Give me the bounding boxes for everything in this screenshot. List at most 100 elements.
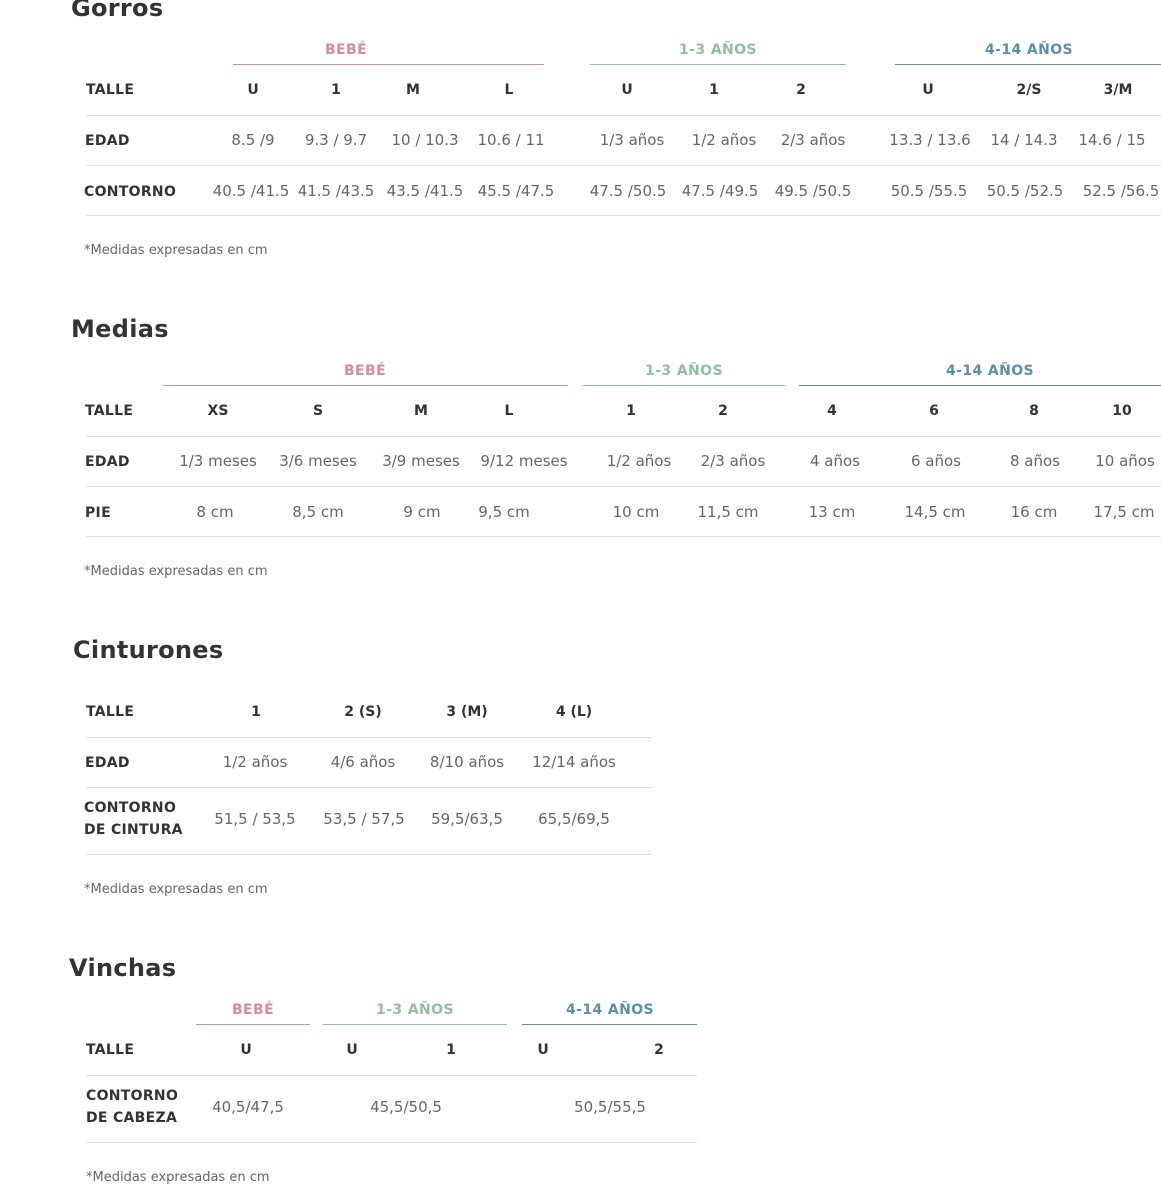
medias-talle-cell: 1 (626, 403, 636, 419)
vinchas-group-1-3: 1-3 AÑOS (376, 1002, 454, 1018)
medias-row-label-pie: PIE (85, 505, 111, 521)
cinturones-title: Cinturones (73, 636, 224, 664)
medias-pie-cell: 16 cm (1010, 503, 1058, 521)
medias-edad-cell: 1/3 meses (179, 452, 257, 470)
gorros-edad-cell: 10 / 10.3 (391, 131, 459, 149)
cinturones-edad-cell: 4/6 años (330, 753, 396, 771)
medias-edad-cell: 8 años (1009, 452, 1061, 470)
gorros-note: *Medidas expresadas en cm (84, 243, 268, 258)
gorros-talle-cell: U (922, 82, 934, 98)
medias-talle-cell: 4 (827, 403, 837, 419)
medias-edad-cell: 1/2 años (606, 452, 672, 470)
medias-group-bebe: BEBÉ (343, 363, 387, 379)
medias-edad-cell: 3/6 meses (279, 452, 357, 470)
gorros-divider (86, 115, 1161, 116)
medias-edad-cell: 6 años (910, 452, 962, 470)
cinturones-edad-cell: 8/10 años (429, 753, 505, 771)
gorros-edad-cell: 14 / 14.3 (990, 131, 1058, 149)
gorros-edad-cell: 1/3 años (599, 131, 665, 149)
medias-pie-cell: 8 cm (196, 503, 234, 521)
medias-talle-cell: 2 (718, 403, 728, 419)
vinchas-group-bebe-line (196, 1024, 310, 1025)
vinchas-note: *Medidas expresadas en cm (86, 1170, 270, 1185)
vinchas-row-label-de-cabeza: DE CABEZA (86, 1110, 178, 1126)
medias-title: Medias (71, 315, 169, 343)
gorros-group-4-14-line (895, 64, 1161, 65)
medias-group-1-3: 1-3 AÑOS (645, 363, 723, 379)
gorros-talle-cell: 2 (796, 82, 806, 98)
gorros-group-bebe: BEBÉ (324, 42, 368, 58)
vinchas-talle-cell: 1 (446, 1042, 456, 1058)
cinturones-talle-cell: 4 (L) (555, 704, 593, 720)
vinchas-contorno-cell: 45,5/50,5 (370, 1098, 442, 1116)
cinturones-edad-cell: 1/2 años (222, 753, 288, 771)
medias-note: *Medidas expresadas en cm (84, 564, 268, 579)
vinchas-divider (86, 1142, 697, 1143)
cinturones-contorno-cell: 65,5/69,5 (538, 810, 610, 828)
gorros-contorno-cell: 49.5 /50.5 (774, 182, 852, 200)
gorros-group-1-3-line (590, 64, 846, 65)
gorros-edad-cell: 1/2 años (691, 131, 757, 149)
medias-talle-cell: 6 (929, 403, 939, 419)
gorros-edad-cell: 8.5 /9 (231, 131, 275, 149)
gorros-edad-cell: 2/3 años (780, 131, 846, 149)
vinchas-contorno-cell: 50,5/55,5 (574, 1098, 646, 1116)
gorros-talle-cell: M (406, 82, 420, 98)
medias-pie-cell: 9,5 cm (478, 503, 530, 521)
cinturones-contorno-cell: 51,5 / 53,5 (214, 810, 296, 828)
cinturones-talle-cell: 1 (251, 704, 261, 720)
vinchas-group-4-14: 4-14 AÑOS (565, 1002, 655, 1018)
vinchas-talle-cell: U (537, 1042, 549, 1058)
vinchas-title: Vinchas (69, 954, 177, 982)
medias-talle-cell: 8 (1029, 403, 1039, 419)
medias-row-label-edad: EDAD (85, 454, 130, 470)
medias-pie-cell: 9 cm (403, 503, 441, 521)
gorros-contorno-cell: 43.5 /41.5 (386, 182, 464, 200)
gorros-edad-cell: 9.3 / 9.7 (304, 131, 368, 149)
gorros-row-label-contorno: CONTORNO (84, 184, 177, 200)
gorros-edad-cell: 10.6 / 11 (477, 131, 545, 149)
gorros-row-label-edad: EDAD (85, 133, 130, 149)
cinturones-row-label-talle: TALLE (86, 704, 135, 720)
medias-group-4-14: 4-14 AÑOS (945, 363, 1035, 379)
gorros-contorno-cell: 47.5 /49.5 (681, 182, 759, 200)
vinchas-talle-cell: U (240, 1042, 252, 1058)
gorros-group-bebe-line (233, 64, 544, 65)
gorros-contorno-cell: 45.5 /47.5 (477, 182, 555, 200)
cinturones-contorno-cell: 59,5/63,5 (431, 810, 503, 828)
vinchas-divider (86, 1075, 697, 1076)
cinturones-row-label-de-cintura: DE CINTURA (84, 822, 183, 838)
medias-divider (86, 486, 1161, 487)
gorros-talle-cell: U (247, 82, 259, 98)
gorros-edad-cell: 13.3 / 13.6 (889, 131, 971, 149)
medias-edad-cell: 3/9 meses (382, 452, 460, 470)
medias-talle-cell: M (414, 403, 428, 419)
vinchas-row-label-talle: TALLE (86, 1042, 135, 1058)
medias-group-4-14-line (799, 385, 1161, 386)
medias-pie-cell: 10 cm (612, 503, 660, 521)
medias-divider (86, 436, 1161, 437)
medias-pie-cell: 11,5 cm (697, 503, 759, 521)
gorros-contorno-cell: 52.5 /56.5 (1082, 182, 1160, 200)
medias-pie-cell: 14,5 cm (904, 503, 966, 521)
gorros-talle-cell: 1 (709, 82, 719, 98)
gorros-divider (86, 165, 1161, 166)
cinturones-divider (86, 787, 652, 788)
cinturones-row-label-edad: EDAD (85, 755, 130, 771)
cinturones-contorno-cell: 53,5 / 57,5 (323, 810, 405, 828)
medias-talle-cell: S (312, 403, 324, 419)
medias-pie-cell: 17,5 cm (1093, 503, 1155, 521)
medias-group-bebe-line (163, 385, 568, 386)
gorros-talle-cell: 2/S (1016, 82, 1042, 98)
gorros-contorno-cell: 50.5 /52.5 (986, 182, 1064, 200)
medias-talle-cell: L (504, 403, 514, 419)
gorros-talle-cell: L (504, 82, 514, 98)
vinchas-group-bebe: BEBÉ (231, 1002, 275, 1018)
medias-edad-cell: 4 años (809, 452, 861, 470)
medias-talle-cell: 10 (1112, 403, 1132, 419)
cinturones-row-label-contorno: CONTORNO (84, 800, 177, 816)
gorros-divider (86, 215, 1161, 216)
medias-row-label-talle: TALLE (85, 403, 134, 419)
gorros-contorno-cell: 50.5 /55.5 (890, 182, 968, 200)
gorros-contorno-cell: 47.5 /50.5 (589, 182, 667, 200)
